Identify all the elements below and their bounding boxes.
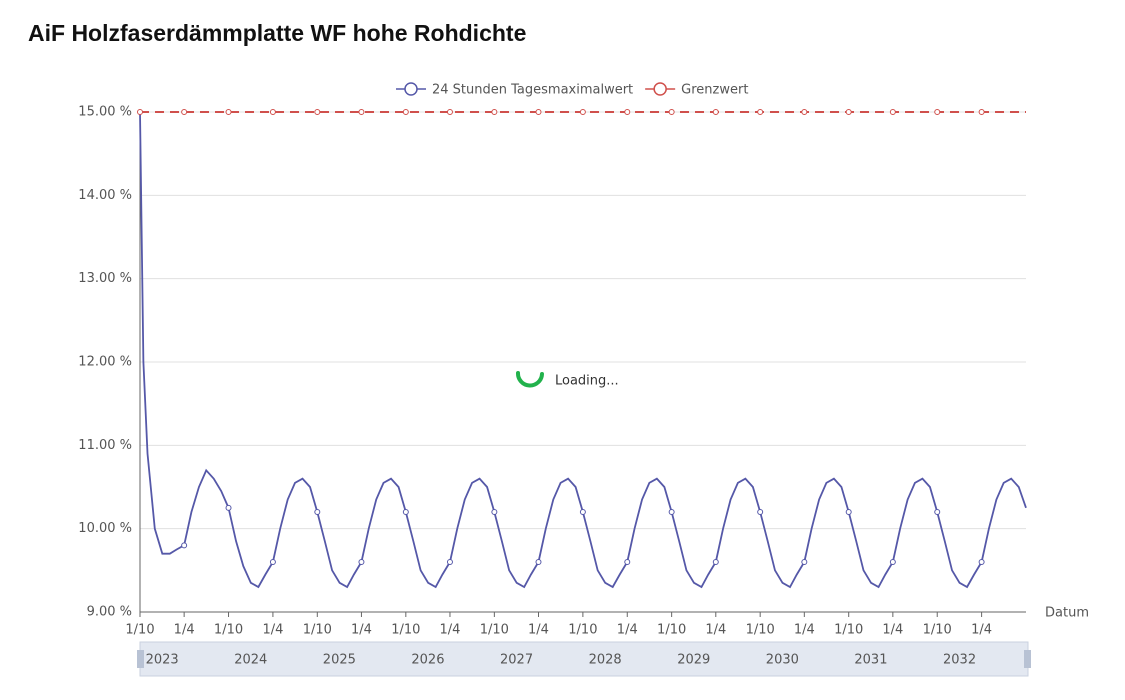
point-marker xyxy=(978,109,985,115)
point-marker xyxy=(801,559,808,565)
x-tick-label: 1/4 xyxy=(440,623,461,638)
point-marker xyxy=(934,109,941,115)
x-tick-label: 1/4 xyxy=(617,623,638,638)
legend-symbol xyxy=(404,82,418,96)
zoom-year-label: 2024 xyxy=(234,653,267,668)
point-marker xyxy=(624,559,631,565)
legend-item[interactable]: 24 Stunden Tagesmaximalwert xyxy=(396,82,633,98)
point-marker xyxy=(845,509,852,515)
point-marker xyxy=(181,109,188,115)
x-tick-label: 1/10 xyxy=(214,623,243,638)
y-tick-label: 15.00 % xyxy=(78,105,132,120)
legend-item[interactable]: Grenzwert xyxy=(645,82,748,98)
point-marker xyxy=(358,559,365,565)
x-tick-label: 1/4 xyxy=(705,623,726,638)
point-marker xyxy=(402,509,409,515)
point-marker xyxy=(358,109,365,115)
x-tick-label: 1/4 xyxy=(882,623,903,638)
x-tick-label: 1/10 xyxy=(568,623,597,638)
point-marker xyxy=(889,559,896,565)
zoom-year-label: 2028 xyxy=(589,653,622,668)
point-marker xyxy=(446,109,453,115)
point-marker xyxy=(137,109,143,115)
data-zoom-slider[interactable] xyxy=(139,641,1029,677)
x-tick-label: 1/10 xyxy=(657,623,686,638)
x-tick-label: 1/4 xyxy=(971,623,992,638)
y-tick-label: 10.00 % xyxy=(78,521,132,536)
zoom-year-label: 2030 xyxy=(766,653,799,668)
loading-text: Loading... xyxy=(555,374,619,389)
y-tick-label: 11.00 % xyxy=(78,438,132,453)
zoom-handle[interactable] xyxy=(137,650,144,668)
zoom-year-label: 2025 xyxy=(323,653,356,668)
x-tick-label: 1/4 xyxy=(262,623,283,638)
point-marker xyxy=(314,109,321,115)
point-marker xyxy=(491,509,498,515)
x-tick-label: 1/10 xyxy=(746,623,775,638)
zoom-year-label: 2029 xyxy=(677,653,710,668)
legend-label: Grenzwert xyxy=(681,83,748,98)
point-marker xyxy=(579,109,586,115)
x-tick-label: 1/10 xyxy=(834,623,863,638)
legend-label: 24 Stunden Tagesmaximalwert xyxy=(432,83,633,98)
zoom-handle[interactable] xyxy=(1024,650,1031,668)
zoom-year-label: 2027 xyxy=(500,653,533,668)
y-tick-label: 9.00 % xyxy=(87,605,132,620)
point-marker xyxy=(269,109,276,115)
point-marker xyxy=(889,109,896,115)
point-marker xyxy=(446,559,453,565)
x-tick-label: 1/10 xyxy=(125,623,154,638)
loading-spinner xyxy=(516,371,544,388)
x-tick-label: 1/4 xyxy=(174,623,195,638)
point-marker xyxy=(579,509,586,515)
zoom-year-label: 2032 xyxy=(943,653,976,668)
point-marker xyxy=(314,509,321,515)
point-marker xyxy=(535,109,542,115)
x-tick-label: 1/10 xyxy=(303,623,332,638)
point-marker xyxy=(845,109,852,115)
zoom-year-label: 2023 xyxy=(146,653,179,668)
point-marker xyxy=(668,109,675,115)
point-marker xyxy=(269,559,276,565)
zoom-year-label: 2026 xyxy=(411,653,444,668)
point-marker xyxy=(225,504,232,511)
series-line xyxy=(139,111,1027,589)
chart-title: AiF Holzfaserdämmplatte WF hohe Rohdicht… xyxy=(28,20,526,46)
point-marker xyxy=(225,109,232,115)
zoom-year-label: 2031 xyxy=(854,653,887,668)
x-tick-label: 1/10 xyxy=(391,623,420,638)
y-tick-label: 13.00 % xyxy=(78,271,132,286)
point-marker xyxy=(402,109,409,115)
point-marker xyxy=(712,109,719,115)
point-marker xyxy=(978,559,985,565)
point-marker xyxy=(624,109,631,115)
y-tick-label: 14.00 % xyxy=(78,188,132,203)
x-axis-label: Datum xyxy=(1045,606,1089,621)
x-tick-label: 1/10 xyxy=(480,623,509,638)
plot-area: 9.00 % 10.00 % 11.00 % 12.00 % 13.00 % 14.00 … xyxy=(78,105,1027,638)
x-tick-label: 1/10 xyxy=(923,623,952,638)
point-marker xyxy=(535,559,542,565)
point-marker xyxy=(801,109,808,115)
point-marker xyxy=(181,542,188,549)
point-marker xyxy=(491,109,498,115)
legend-symbol xyxy=(653,82,667,96)
x-tick-label: 1/4 xyxy=(351,623,372,638)
point-marker xyxy=(757,109,764,115)
x-tick-label: 1/4 xyxy=(528,623,549,638)
point-marker xyxy=(934,509,941,515)
point-marker xyxy=(712,559,719,565)
point-marker xyxy=(668,509,675,515)
x-tick-label: 1/4 xyxy=(794,623,815,638)
point-marker xyxy=(757,509,764,515)
y-tick-label: 12.00 % xyxy=(78,355,132,370)
